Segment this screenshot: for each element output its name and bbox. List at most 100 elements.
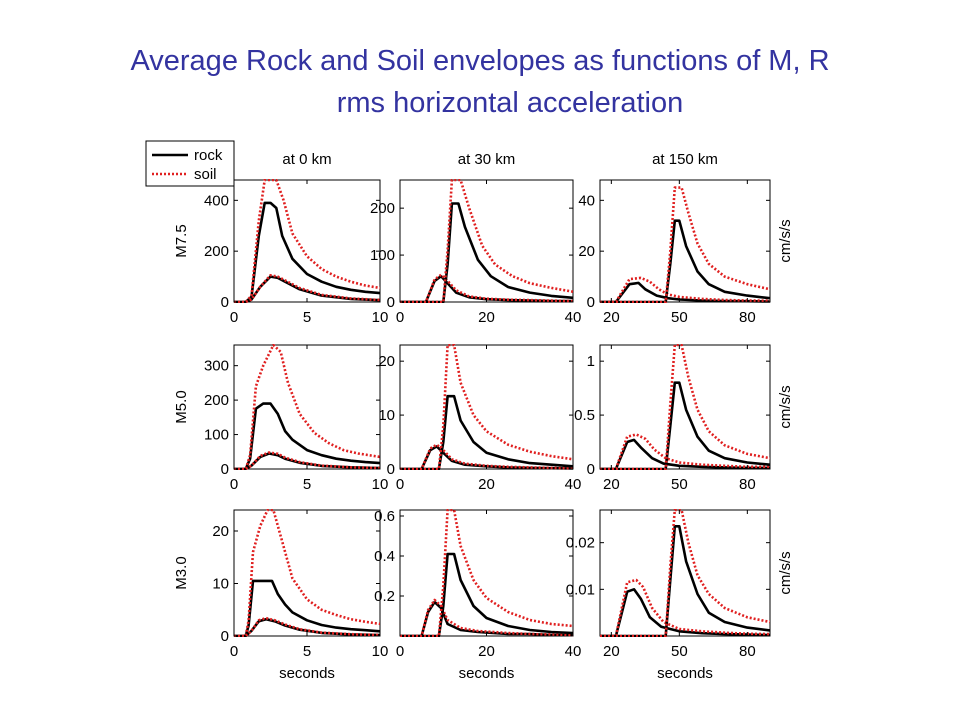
x-tick-label: 10 xyxy=(372,309,389,326)
x-tick-label: 0 xyxy=(396,476,404,493)
x-tick-label: 5 xyxy=(303,643,311,660)
y-tick-label: 0 xyxy=(221,461,229,478)
x-tick-label: 20 xyxy=(603,309,620,326)
x-tick-label: 80 xyxy=(739,476,756,493)
x-tick-label: 0 xyxy=(396,309,404,326)
y-tick-label: 20 xyxy=(578,243,595,260)
y-tick-label: 0 xyxy=(221,628,229,645)
y-tick-label: 0.01 xyxy=(566,581,595,598)
series-line-soil-1 xyxy=(234,344,380,470)
series-line-soil-1 xyxy=(600,578,770,637)
panel-series xyxy=(600,186,770,303)
panel-series xyxy=(234,179,380,303)
series-line-rock-0 xyxy=(600,588,770,637)
series-line-rock-0 xyxy=(600,281,770,303)
x-tick-label: 0 xyxy=(230,476,238,493)
x-tick-label: 20 xyxy=(603,476,620,493)
series-line-rock-0 xyxy=(234,201,380,303)
y-tick-label: 10 xyxy=(212,576,229,593)
title-line-1: Average Rock and Soil envelopes as funct… xyxy=(130,45,830,77)
y-tick-label: 200 xyxy=(204,392,229,409)
column-title-0: at 0 km xyxy=(282,151,331,168)
panel-frame xyxy=(399,509,574,637)
y-tick-label: 0.02 xyxy=(566,535,595,552)
series-line-rock-2 xyxy=(400,202,573,303)
ylabel-right-2: cm/s/s xyxy=(777,551,794,594)
title-line-2: rms horizontal acceleration xyxy=(336,87,684,119)
ylabel-right-0: cm/s/s xyxy=(777,219,794,262)
y-tick-label: 300 xyxy=(204,358,229,375)
series-line-rock-0 xyxy=(400,445,573,470)
panel-r2-c2: 20 50 80 0.01 0.02 xyxy=(566,509,771,660)
series-line-soil-3 xyxy=(234,274,380,303)
x-tick-label: 40 xyxy=(565,643,582,660)
panel-r1-c1: 0 20 40 0 10 20 xyxy=(378,344,582,493)
x-tick-label: 80 xyxy=(739,643,756,660)
panel-series xyxy=(600,509,770,637)
series-line-rock-0 xyxy=(600,438,770,470)
panel-frame xyxy=(233,509,381,637)
y-tick-label: 0 xyxy=(387,461,395,478)
legend-label-soil: soil xyxy=(194,166,217,183)
series-line-soil-1 xyxy=(400,443,573,470)
panel-frame xyxy=(233,179,381,303)
y-tick-label: 200 xyxy=(370,200,395,217)
ylabel-right-1: cm/s/s xyxy=(777,385,794,428)
y-tick-label: 0 xyxy=(221,294,229,311)
y-tick-label: 20 xyxy=(212,523,229,540)
column-title-2: at 150 km xyxy=(652,151,718,168)
panel-r2-c0: 0 5 10 0 10 20 xyxy=(212,509,388,660)
x-tick-label: 20 xyxy=(478,476,495,493)
series-line-rock-2 xyxy=(600,381,770,470)
series-line-soil-3 xyxy=(400,179,573,303)
row-label-2: M3.0 xyxy=(173,556,190,589)
x-tick-label: 20 xyxy=(478,309,495,326)
series-line-soil-3 xyxy=(400,344,573,470)
y-tick-label: 20 xyxy=(378,353,395,370)
panel-frame xyxy=(399,344,574,470)
column-title-1: at 30 km xyxy=(458,151,516,168)
series-line-soil-3 xyxy=(234,451,380,470)
x-tick-label: 80 xyxy=(739,309,756,326)
x-tick-label: 5 xyxy=(303,309,311,326)
panel-r0-c2: 20 50 80 0 20 40 xyxy=(578,179,771,326)
x-tick-label: 50 xyxy=(671,309,688,326)
series-line-rock-0 xyxy=(234,402,380,470)
y-tick-label: 0 xyxy=(587,294,595,311)
panel-r0-c0: 0 5 10 0 200 400 xyxy=(204,179,389,326)
panel-series xyxy=(600,344,770,470)
panel-r2-c1: 0 20 40 0.2 0.4 0.6 xyxy=(374,508,581,660)
y-tick-label: 0.2 xyxy=(374,588,395,605)
series-line-rock-2 xyxy=(600,219,770,303)
series-line-soil-3 xyxy=(234,616,380,637)
y-tick-label: 10 xyxy=(378,407,395,424)
x-tick-label: 20 xyxy=(478,643,495,660)
series-line-soil-3 xyxy=(600,186,770,303)
x-tick-label: 0 xyxy=(230,309,238,326)
series-line-soil-1 xyxy=(600,276,770,303)
panel-frame xyxy=(599,509,771,637)
y-tick-label: 100 xyxy=(370,247,395,264)
x-tick-label: 50 xyxy=(671,643,688,660)
series-line-soil-1 xyxy=(234,179,380,303)
xlabel-1: seconds xyxy=(459,665,515,682)
panel-series xyxy=(400,509,573,637)
y-tick-label: 1 xyxy=(587,353,595,370)
x-tick-label: 0 xyxy=(396,643,404,660)
xlabel-0: seconds xyxy=(279,665,335,682)
x-tick-label: 40 xyxy=(565,476,582,493)
panel-frame xyxy=(399,179,574,303)
series-line-soil-1 xyxy=(600,433,770,470)
y-tick-label: 0 xyxy=(387,294,395,311)
panel-series xyxy=(234,344,380,470)
y-tick-label: 0.5 xyxy=(574,407,595,424)
y-tick-label: 0.6 xyxy=(374,508,395,525)
row-label-1: M5.0 xyxy=(173,390,190,423)
row-label-0: M7.5 xyxy=(173,224,190,257)
y-tick-label: 400 xyxy=(204,192,229,209)
y-tick-label: 0 xyxy=(587,461,595,478)
series-line-soil-3 xyxy=(600,509,770,637)
